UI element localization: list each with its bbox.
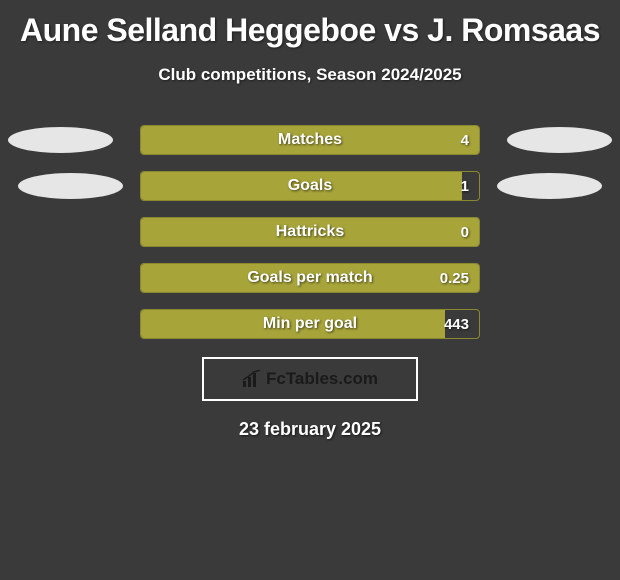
subtitle: Club competitions, Season 2024/2025	[0, 65, 620, 85]
stats-chart: Matches 4 Goals 1 Hattricks 0 Goals per …	[0, 121, 620, 351]
stat-row: Matches 4	[0, 121, 620, 167]
stat-label: Hattricks	[141, 223, 479, 241]
page-title: Aune Selland Heggeboe vs J. Romsaas	[0, 0, 620, 49]
date-label: 23 february 2025	[0, 419, 620, 440]
right-marker-ellipse	[497, 173, 602, 199]
bar-track: Hattricks 0	[140, 217, 480, 247]
chart-icon	[242, 370, 262, 388]
stat-value: 0	[461, 224, 469, 241]
stat-value: 0.25	[440, 270, 469, 287]
stat-label: Goals per match	[141, 269, 479, 287]
stat-label: Matches	[141, 131, 479, 149]
left-marker-ellipse	[8, 127, 113, 153]
bar-track: Goals per match 0.25	[140, 263, 480, 293]
stat-row: Goals per match 0.25	[0, 259, 620, 305]
stat-value: 443	[444, 316, 469, 333]
bar-track: Goals 1	[140, 171, 480, 201]
stat-row: Goals 1	[0, 167, 620, 213]
stat-label: Goals	[141, 177, 479, 195]
right-marker-ellipse	[507, 127, 612, 153]
stat-value: 4	[461, 132, 469, 149]
brand-text: FcTables.com	[266, 369, 378, 389]
left-marker-ellipse	[18, 173, 123, 199]
bar-track: Matches 4	[140, 125, 480, 155]
stat-row: Min per goal 443	[0, 305, 620, 351]
bar-track: Min per goal 443	[140, 309, 480, 339]
stat-row: Hattricks 0	[0, 213, 620, 259]
brand-box[interactable]: FcTables.com	[202, 357, 418, 401]
stat-value: 1	[461, 178, 469, 195]
stat-label: Min per goal	[141, 315, 479, 333]
